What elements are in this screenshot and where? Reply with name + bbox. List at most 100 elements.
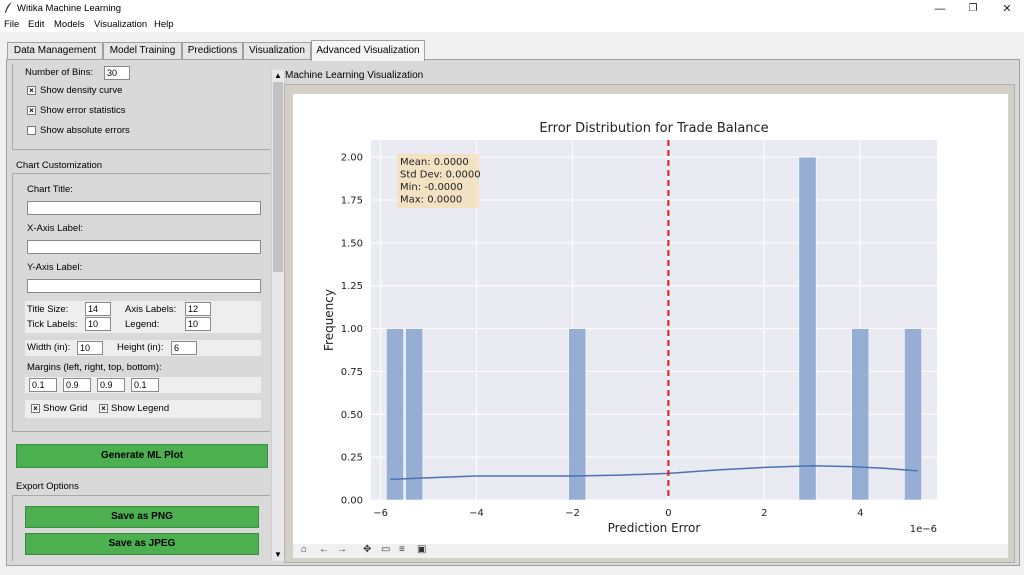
show-grid-checkbox[interactable]: × [31, 404, 40, 413]
size-strip: Width (in): Height (in): [25, 340, 261, 356]
error-statistics-checkbox[interactable]: × [27, 106, 36, 115]
scroll-up-arrow-icon[interactable]: ▲ [272, 70, 284, 82]
menu-help[interactable]: Help [154, 19, 174, 30]
menu-bar: File Edit Models Visualization Help [0, 18, 1024, 32]
tab-data-management[interactable]: Data Management [7, 42, 103, 60]
density-curve-checkbox[interactable]: × [27, 86, 36, 95]
y-tick-label: 0.00 [341, 496, 363, 507]
save-figure-icon[interactable]: ▣ [417, 544, 427, 555]
window-title: Witika Machine Learning [17, 3, 122, 14]
stats-line: Std Dev: 0.0000 [400, 170, 481, 181]
histogram-bar [386, 328, 404, 501]
scroll-down-arrow-icon[interactable]: ▼ [272, 549, 284, 561]
chart-title-input[interactable] [27, 201, 261, 215]
y-axis-label: Frequency [322, 289, 336, 351]
generate-ml-plot-button[interactable]: Generate ML Plot [16, 444, 268, 468]
tab-model-training[interactable]: Model Training [103, 42, 182, 60]
tab-bar: Data Management Model Training Predictio… [0, 32, 1024, 61]
tab-visualization[interactable]: Visualization [243, 42, 311, 60]
stats-line: Min: -0.0000 [400, 182, 463, 193]
margin-left-input[interactable] [29, 378, 57, 392]
legend-size-label: Legend: [125, 319, 160, 330]
menu-file[interactable]: File [4, 19, 20, 30]
error-distribution-chart: −6 −4 −2 0 2 4 0.00 0.25 0.50 0.75 1.00 1.25 1.50 1.7… [322, 121, 937, 535]
legend-size-input[interactable] [185, 317, 211, 331]
x-offset-label: 1e−6 [910, 524, 937, 535]
show-legend-checkbox[interactable]: × [99, 404, 108, 413]
y-tick-label: 0.75 [341, 367, 363, 378]
tab-content: Number of Bins: × Show density curve × S… [6, 59, 1020, 566]
home-icon[interactable]: ⌂ [301, 544, 308, 555]
width-label: Width (in): [27, 342, 71, 353]
minimize-button[interactable]: — [934, 3, 946, 15]
x-tick-label: 2 [761, 508, 767, 519]
axis-labels-input[interactable] [185, 302, 211, 316]
export-options-title: Export Options [16, 481, 79, 492]
histogram-bar [904, 328, 922, 501]
tick-labels-label: Tick Labels: [27, 319, 78, 330]
title-size-input[interactable] [85, 302, 111, 316]
close-button[interactable]: ✕ [1002, 3, 1012, 15]
visualization-frame: −6 −4 −2 0 2 4 0.00 0.25 0.50 0.75 1.00 1.25 1.50 1.7… [284, 84, 1015, 563]
chart-title: Error Distribution for Trade Balance [539, 121, 768, 136]
plot-canvas: −6 −4 −2 0 2 4 0.00 0.25 0.50 0.75 1.00 1.25 1.50 1.7… [293, 94, 1008, 544]
title-size-label: Title Size: [27, 304, 69, 315]
margins-strip [25, 377, 261, 393]
axis-labels-label: Axis Labels: [125, 304, 177, 315]
histogram-bar [851, 328, 870, 501]
visualization-panel-title: Machine Learning Visualization [285, 70, 424, 81]
title-bar: Witika Machine Learning — ❐ ✕ [0, 0, 1024, 18]
y-axis-label-label: Y-Axis Label: [27, 262, 83, 273]
font-size-strip: Title Size: Axis Labels: Tick Labels: Le… [25, 301, 261, 333]
stats-line: Mean: 0.0000 [400, 157, 469, 168]
height-input[interactable] [171, 341, 197, 355]
save-png-button[interactable]: Save as PNG [25, 506, 259, 528]
y-tick-label: 1.00 [341, 324, 363, 335]
tick-labels-input[interactable] [85, 317, 111, 331]
width-input[interactable] [77, 341, 103, 355]
zoom-icon[interactable]: ▭ [381, 544, 391, 555]
margin-top-input[interactable] [97, 378, 125, 392]
y-axis-label-input[interactable] [27, 279, 261, 293]
chart-title-label: Chart Title: [27, 184, 73, 195]
margin-bottom-input[interactable] [131, 378, 159, 392]
stats-box [397, 154, 479, 208]
x-tick-label: −6 [373, 508, 388, 519]
density-curve-label: Show density curve [40, 85, 123, 96]
chart-customization-frame: Chart Title: X-Axis Label: Y-Axis Label:… [12, 173, 270, 432]
forward-icon[interactable]: → [337, 544, 347, 555]
margins-label: Margins (left, right, top, bottom): [27, 362, 162, 373]
x-axis-label-label: X-Axis Label: [27, 223, 83, 234]
pan-icon[interactable]: ✥ [363, 544, 372, 555]
bins-input[interactable] [104, 66, 130, 80]
absolute-errors-checkbox[interactable] [27, 126, 36, 135]
back-icon[interactable]: ← [319, 544, 329, 555]
maximize-button[interactable]: ❐ [968, 3, 978, 14]
save-jpeg-button[interactable]: Save as JPEG [25, 533, 259, 555]
show-grid-label: Show Grid [43, 403, 88, 414]
absolute-errors-label: Show absolute errors [40, 125, 130, 136]
configure-icon[interactable]: ≡ [399, 544, 405, 555]
menu-edit[interactable]: Edit [28, 19, 45, 30]
x-axis-label: Prediction Error [608, 521, 701, 535]
menu-models[interactable]: Models [54, 19, 85, 30]
menu-visualization[interactable]: Visualization [94, 19, 148, 30]
x-tick-label: 0 [665, 508, 671, 519]
bins-label: Number of Bins: [25, 67, 94, 78]
margin-right-input[interactable] [63, 378, 91, 392]
options-scrollbar[interactable]: ▲ ▼ [271, 70, 284, 561]
tab-advanced-visualization[interactable]: Advanced Visualization [311, 40, 425, 61]
chart-customization-title: Chart Customization [16, 160, 103, 171]
scrollbar-thumb[interactable] [273, 82, 283, 272]
y-tick-label: 1.50 [341, 238, 363, 249]
x-tick-label: −2 [565, 508, 580, 519]
histogram-bar [798, 156, 817, 501]
y-tick-label: 0.50 [341, 410, 363, 421]
x-axis-label-input[interactable] [27, 240, 261, 254]
y-tick-label: 1.25 [341, 281, 363, 292]
feather-icon [5, 2, 12, 13]
tab-predictions[interactable]: Predictions [182, 42, 243, 60]
grid-legend-strip: × Show Grid × Show Legend [25, 400, 261, 418]
y-tick-label: 2.00 [341, 153, 363, 164]
histogram-bar [568, 328, 587, 501]
